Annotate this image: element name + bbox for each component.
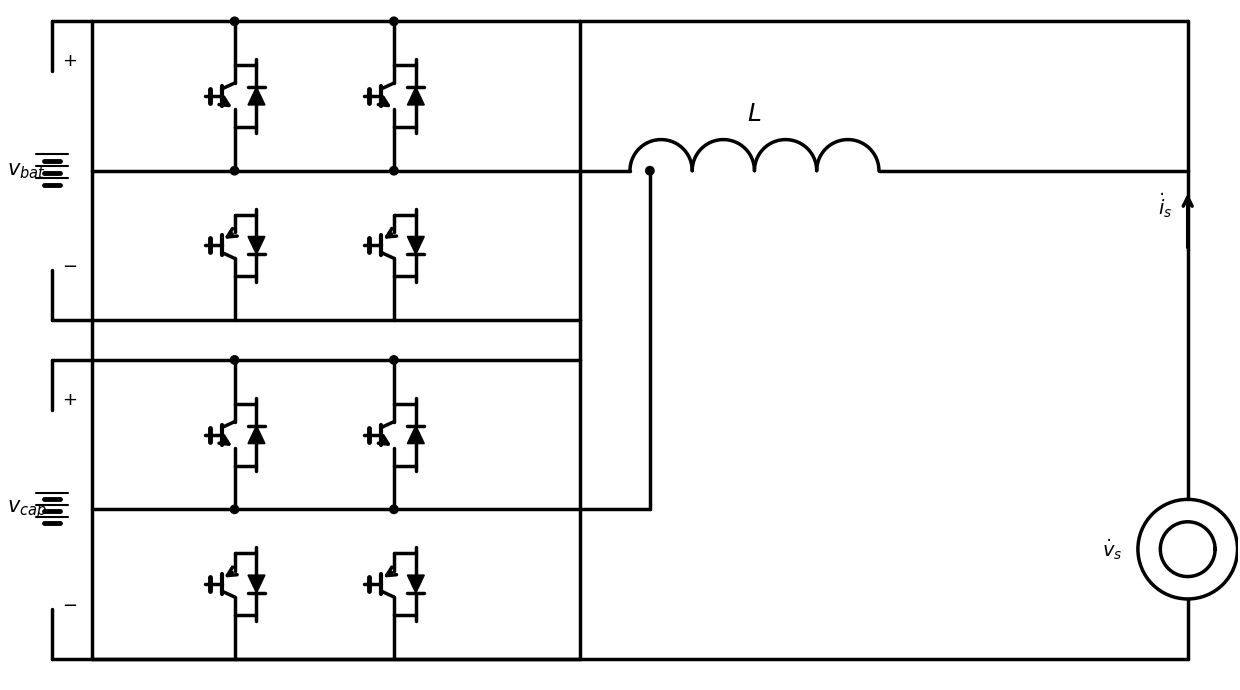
Polygon shape	[248, 237, 265, 255]
Polygon shape	[248, 575, 265, 593]
Circle shape	[389, 356, 398, 364]
Polygon shape	[408, 87, 424, 105]
Polygon shape	[248, 87, 265, 105]
Text: $\dot{v}_s$: $\dot{v}_s$	[1102, 537, 1123, 562]
Circle shape	[231, 356, 239, 364]
Text: $L$: $L$	[748, 103, 761, 126]
Circle shape	[389, 505, 398, 513]
Circle shape	[231, 17, 239, 26]
Text: $v_{cap}$: $v_{cap}$	[7, 498, 47, 521]
Circle shape	[231, 166, 239, 175]
Circle shape	[389, 17, 398, 26]
Text: +: +	[62, 52, 77, 70]
Polygon shape	[408, 237, 424, 255]
Text: $-$: $-$	[62, 256, 77, 275]
Text: +: +	[62, 391, 77, 408]
Circle shape	[231, 505, 239, 513]
Polygon shape	[408, 575, 424, 593]
Text: $v_{bat}$: $v_{bat}$	[7, 161, 46, 181]
Text: $-$: $-$	[62, 595, 77, 613]
Text: $\dot{i}_s$: $\dot{i}_s$	[1158, 191, 1173, 220]
Circle shape	[389, 166, 398, 175]
Polygon shape	[408, 426, 424, 444]
Polygon shape	[248, 426, 265, 444]
Circle shape	[646, 166, 653, 175]
